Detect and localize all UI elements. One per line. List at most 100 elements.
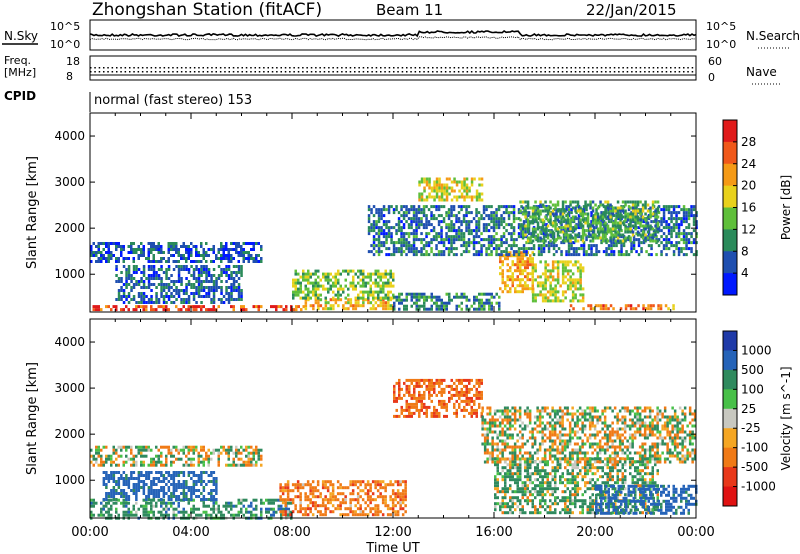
data-cell xyxy=(145,510,148,514)
data-cell xyxy=(172,289,176,292)
data-cell xyxy=(511,278,514,282)
data-cell xyxy=(457,217,461,221)
data-cell xyxy=(162,513,165,517)
data-cell xyxy=(102,477,106,480)
data-cell xyxy=(659,307,663,311)
data-cell xyxy=(277,498,280,502)
data-cell xyxy=(521,200,525,204)
data-cell xyxy=(400,241,403,245)
data-cell xyxy=(175,305,178,309)
data-cell xyxy=(100,251,103,254)
data-cell xyxy=(217,448,220,452)
data-cell xyxy=(582,307,585,311)
data-cell xyxy=(465,229,468,233)
data-cell xyxy=(182,489,186,492)
colorbar-swatch xyxy=(723,120,737,143)
data-cell xyxy=(155,445,158,449)
data-cell xyxy=(379,304,383,308)
data-cell xyxy=(382,301,385,305)
data-cell xyxy=(624,304,628,308)
data-cell xyxy=(324,278,327,282)
data-cell xyxy=(344,301,348,305)
data-cell xyxy=(230,277,233,280)
data-cell xyxy=(682,208,686,212)
data-cell xyxy=(650,247,653,251)
data-cell xyxy=(210,289,213,292)
data-cell xyxy=(142,513,145,517)
data-cell xyxy=(557,247,561,251)
data-cell xyxy=(140,277,143,280)
data-cell xyxy=(420,195,424,199)
data-cell xyxy=(230,248,233,251)
data-cell xyxy=(197,451,200,455)
data-cell xyxy=(235,265,238,268)
data-cell xyxy=(137,295,141,298)
data-cell xyxy=(314,293,317,297)
data-cell xyxy=(420,180,424,184)
data-cell xyxy=(437,220,441,224)
data-cell xyxy=(387,301,390,305)
data-cell xyxy=(650,235,653,239)
data-cell xyxy=(574,224,577,228)
data-cell xyxy=(150,492,153,495)
data-cell xyxy=(107,457,110,461)
data-cell xyxy=(177,501,180,505)
data-cell xyxy=(227,257,230,260)
data-cell xyxy=(672,208,676,212)
data-cell xyxy=(607,307,610,311)
data-cell xyxy=(660,220,663,224)
data-cell xyxy=(332,275,335,279)
data-cell xyxy=(460,295,463,299)
nave-dot xyxy=(687,71,689,73)
data-cell xyxy=(649,304,653,308)
data-cell xyxy=(576,203,580,207)
data-cell xyxy=(286,495,290,499)
data-cell xyxy=(105,257,108,260)
data-cell xyxy=(524,227,527,231)
data-cell xyxy=(562,220,566,224)
data-cell xyxy=(235,513,238,517)
data-cell xyxy=(467,223,471,227)
data-cell xyxy=(352,307,355,311)
data-cell xyxy=(289,513,292,517)
data-cell xyxy=(662,244,666,248)
data-cell xyxy=(438,195,441,199)
data-cell xyxy=(440,195,444,199)
nave-dot xyxy=(483,71,486,73)
data-cell xyxy=(240,265,243,268)
data-cell xyxy=(207,474,211,477)
nave-dot xyxy=(561,71,564,73)
data-cell xyxy=(210,451,213,455)
data-cell xyxy=(400,205,403,209)
data-cell xyxy=(242,308,245,312)
data-cell xyxy=(447,211,451,215)
data-cell xyxy=(160,277,163,280)
data-cell xyxy=(255,451,258,455)
data-cell xyxy=(321,486,325,490)
data-cell xyxy=(395,295,398,299)
data-cell xyxy=(227,501,230,505)
data-cell xyxy=(534,200,537,204)
data-cell xyxy=(237,260,240,263)
data-cell xyxy=(680,247,683,251)
data-cell xyxy=(556,233,560,237)
data-cell xyxy=(120,289,123,292)
data-cell xyxy=(389,290,392,294)
data-cell xyxy=(586,215,590,219)
data-cell xyxy=(495,301,498,305)
data-cell xyxy=(344,486,347,490)
data-cell xyxy=(536,224,540,228)
data-cell xyxy=(440,226,443,230)
data-cell xyxy=(341,513,345,517)
data-cell xyxy=(437,214,441,218)
data-cell xyxy=(695,211,698,215)
data-cell xyxy=(617,253,621,257)
data-cell xyxy=(680,232,683,236)
data-cell xyxy=(162,501,165,505)
data-cell xyxy=(372,281,375,285)
data-cell xyxy=(232,280,236,283)
data-cell xyxy=(435,247,438,251)
data-cell xyxy=(155,245,158,248)
data-cell xyxy=(556,296,560,300)
data-cell xyxy=(389,307,393,311)
